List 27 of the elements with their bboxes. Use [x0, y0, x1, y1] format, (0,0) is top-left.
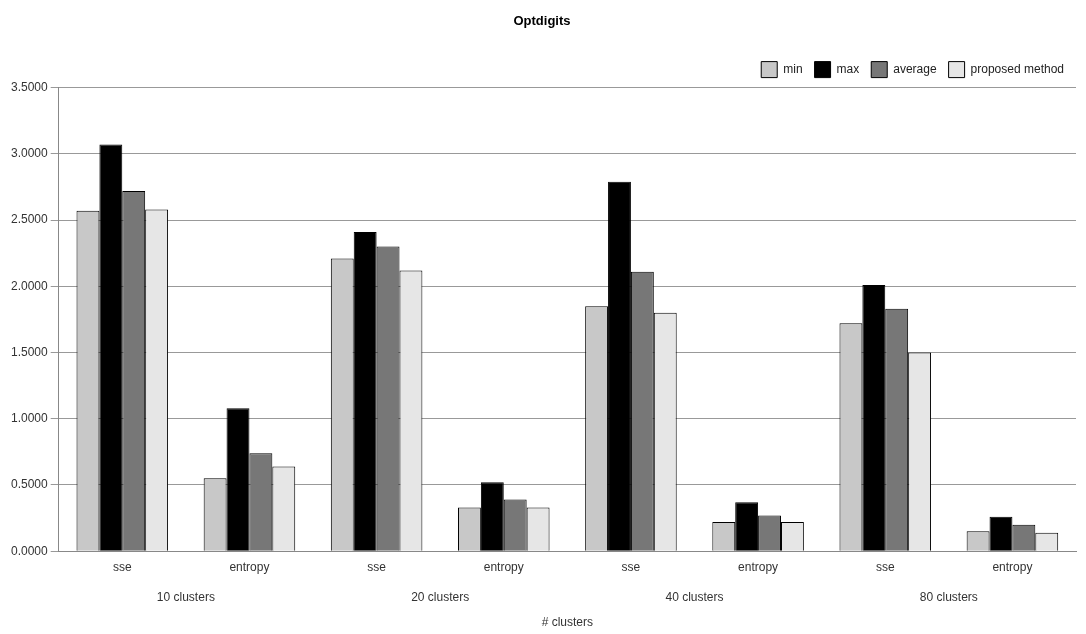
legend-label: average — [893, 61, 937, 76]
x-tick-label: entropy — [229, 559, 270, 574]
chart-title: Optdigits — [513, 13, 571, 29]
x-tick-label: sse — [367, 559, 387, 574]
y-tick-label: 1.0000 — [11, 411, 49, 426]
y-tick-label: 0.5000 — [11, 477, 49, 492]
x-tick-label: entropy — [483, 559, 524, 574]
x-tick-label: sse — [621, 559, 641, 574]
legend-label: max — [836, 61, 860, 76]
x-tick-label: entropy — [992, 559, 1033, 574]
y-tick-label: 2.0000 — [11, 278, 49, 293]
x-tick-label: entropy — [738, 559, 779, 574]
y-tick-label: 2.5000 — [11, 212, 49, 227]
y-tick-label: 3.0000 — [11, 146, 49, 161]
text: 80 clusters — [919, 589, 978, 604]
y-tick-label: 1.5000 — [11, 344, 49, 359]
legend-label: proposed method — [970, 61, 1065, 76]
x-tick-label: sse — [112, 559, 132, 574]
y-tick-label: 0.0000 — [11, 543, 49, 558]
bar — [226, 408, 250, 551]
x-tick-label: sse — [875, 559, 895, 574]
y-tick-label: 3.5000 — [11, 79, 49, 94]
text: 40 clusters — [665, 589, 724, 604]
legend-label: min — [783, 61, 803, 76]
x-axis-title: # clusters — [541, 615, 594, 630]
text: 10 clusters — [156, 589, 215, 604]
text: 20 clusters — [411, 589, 470, 604]
